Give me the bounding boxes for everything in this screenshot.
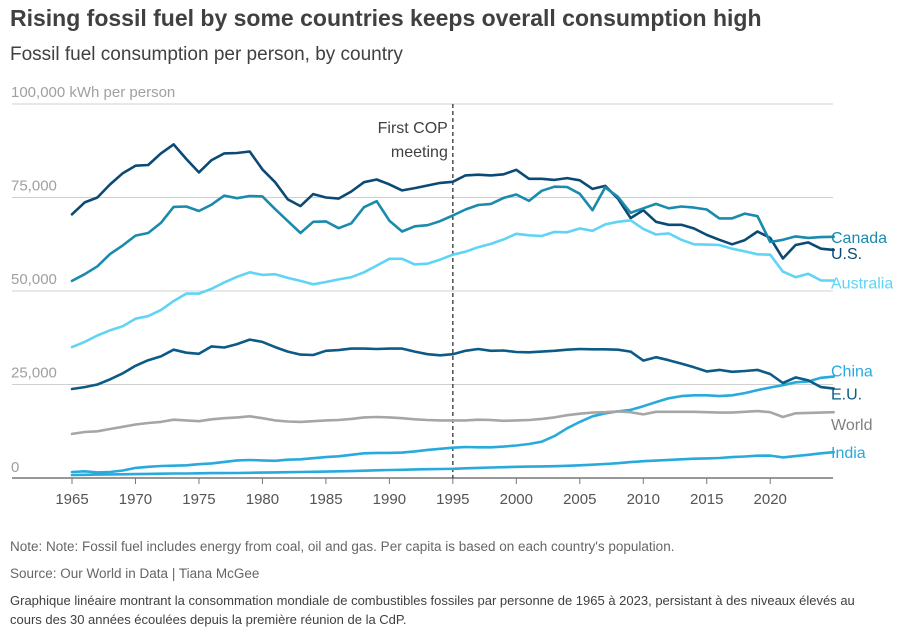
cop-annotation-label: First COP bbox=[378, 120, 448, 137]
y-tick-label: 50,000 bbox=[11, 271, 57, 288]
x-tick-label: 1975 bbox=[182, 491, 215, 508]
series-lines bbox=[70, 143, 836, 477]
series-label-canada: Canada bbox=[831, 230, 887, 247]
x-tick-label: 1970 bbox=[119, 491, 152, 508]
x-axis: 1965 1970 1975 1980 1985 1990 1995 2000 2005 2010… bbox=[12, 477, 833, 508]
chart-title: Rising fossil fuel by some countries kee… bbox=[10, 5, 762, 31]
series-line-world bbox=[70, 409, 836, 436]
gridlines bbox=[12, 103, 833, 385]
x-tick-label: 2020 bbox=[754, 491, 787, 508]
x-tick-label: 1980 bbox=[246, 491, 279, 508]
cop-annotation: First COP meeting bbox=[378, 104, 454, 478]
chart-source: Source: Our World in Data | Tiana McGee bbox=[10, 566, 260, 581]
x-tick-label: 2005 bbox=[563, 491, 596, 508]
fossil-fuel-line-chart: 0 25,000 50,000 75,000 100,000 kWh per perso… bbox=[11, 84, 893, 508]
chart-description: Graphique linéaire montrant la consommat… bbox=[10, 593, 855, 627]
x-tick-label: 1990 bbox=[373, 491, 406, 508]
y-tick-label: 0 bbox=[11, 459, 19, 476]
chart-subtitle: Fossil fuel consumption per person, by c… bbox=[10, 44, 403, 65]
series-line-china bbox=[70, 375, 836, 474]
cop-annotation-label: meeting bbox=[391, 144, 448, 161]
series-line-australia bbox=[70, 219, 836, 349]
series-line-india bbox=[70, 450, 836, 477]
series-line-canada bbox=[70, 185, 836, 283]
y-tick-label: 25,000 bbox=[11, 365, 57, 382]
series-line-u-s bbox=[70, 143, 836, 260]
series-labels: U.S.Canada Australia China E.U. World India bbox=[831, 230, 893, 462]
y-tick-label: 75,000 bbox=[11, 178, 57, 195]
y-axis-tick-labels: 0 25,000 50,000 75,000 100,000 kWh per perso… bbox=[11, 84, 175, 476]
series-label-world: World bbox=[831, 417, 873, 434]
x-tick-label: 2010 bbox=[627, 491, 660, 508]
series-label-u-s: U.S. bbox=[831, 246, 862, 263]
series-label-china: China bbox=[831, 364, 873, 381]
x-tick-label: 1995 bbox=[436, 491, 469, 508]
series-line-e-u bbox=[70, 338, 836, 391]
y-tick-label: 100,000 kWh per person bbox=[11, 84, 175, 101]
x-tick-label: 1985 bbox=[309, 491, 342, 508]
series-label-india: India bbox=[831, 445, 866, 462]
x-tick-label: 2000 bbox=[500, 491, 533, 508]
series-label-australia: Australia bbox=[831, 276, 893, 293]
x-tick-label: 1965 bbox=[55, 491, 88, 508]
chart-note: Note: Note: Fossil fuel includes energy … bbox=[10, 539, 675, 554]
x-tick-label: 2015 bbox=[690, 491, 723, 508]
series-label-e-u: E.U. bbox=[831, 387, 862, 404]
